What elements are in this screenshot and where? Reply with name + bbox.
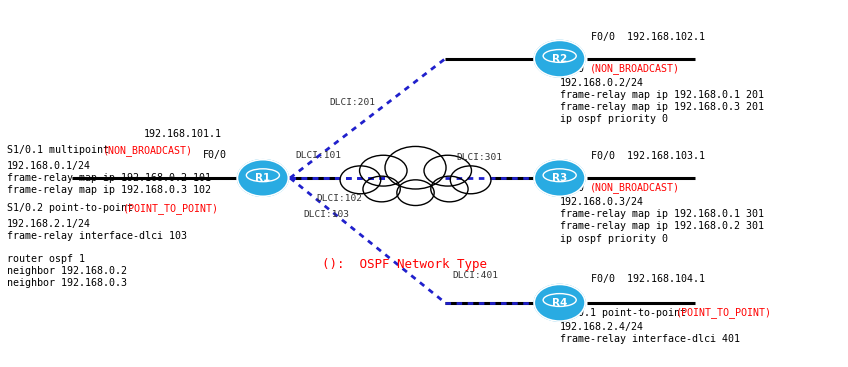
Text: frame-relay map ip 192.168.0.3 102: frame-relay map ip 192.168.0.3 102 <box>7 185 211 195</box>
Text: DLCI:401: DLCI:401 <box>452 271 498 280</box>
Text: ip ospf priority 0: ip ospf priority 0 <box>560 114 667 124</box>
Ellipse shape <box>340 166 381 194</box>
Ellipse shape <box>385 146 446 189</box>
Text: DLCI:102: DLCI:102 <box>316 194 362 203</box>
Text: frame-relay map ip 192.168.0.2 301: frame-relay map ip 192.168.0.2 301 <box>560 221 764 232</box>
Text: DLCI:103: DLCI:103 <box>304 210 349 219</box>
Text: F0/0: F0/0 <box>203 150 226 160</box>
Text: S1/0.1 multipoint: S1/0.1 multipoint <box>7 145 120 156</box>
Text: frame-relay interface-dlci 401: frame-relay interface-dlci 401 <box>560 334 739 344</box>
Text: F0/0  192.168.104.1: F0/0 192.168.104.1 <box>591 274 705 284</box>
Text: 192.168.0.3/24: 192.168.0.3/24 <box>560 197 644 207</box>
Text: frame-relay map ip 192.168.0.1 201: frame-relay map ip 192.168.0.1 201 <box>560 90 764 100</box>
Text: DLCI:201: DLCI:201 <box>329 98 375 107</box>
Ellipse shape <box>363 176 400 202</box>
Ellipse shape <box>424 155 471 186</box>
Text: 192.168.0.2/24: 192.168.0.2/24 <box>560 78 644 88</box>
Text: frame-relay map ip 192.168.0.1 301: frame-relay map ip 192.168.0.1 301 <box>560 209 764 219</box>
Text: frame-relay interface-dlci 103: frame-relay interface-dlci 103 <box>7 231 187 241</box>
Text: 192.168.2.1/24: 192.168.2.1/24 <box>7 219 91 229</box>
Text: ():  OSPF Network Type: (): OSPF Network Type <box>322 258 488 272</box>
Text: (POINT_TO_POINT): (POINT_TO_POINT) <box>676 307 773 318</box>
Text: S1/0: S1/0 <box>560 183 595 193</box>
Text: neighbor 192.168.0.3: neighbor 192.168.0.3 <box>7 278 127 288</box>
Text: frame-relay map ip 192.168.0.2 101: frame-relay map ip 192.168.0.2 101 <box>7 173 211 183</box>
Text: S1/0.1 point-to-point: S1/0.1 point-to-point <box>560 308 698 318</box>
Text: router ospf 1: router ospf 1 <box>7 254 85 264</box>
Text: 192.168.0.1/24: 192.168.0.1/24 <box>7 161 91 171</box>
Text: R3: R3 <box>552 173 567 183</box>
Text: ip ospf priority 0: ip ospf priority 0 <box>560 233 667 244</box>
Ellipse shape <box>534 284 585 321</box>
Ellipse shape <box>237 160 288 196</box>
Text: S1/0.2 point-to-point: S1/0.2 point-to-point <box>7 203 145 214</box>
Ellipse shape <box>534 40 585 77</box>
Text: R2: R2 <box>552 54 567 64</box>
Text: DLCI:101: DLCI:101 <box>295 152 341 160</box>
Text: S1/0: S1/0 <box>560 63 595 74</box>
Text: (NON_BROADCAST): (NON_BROADCAST) <box>103 145 193 156</box>
Text: (NON_BROADCAST): (NON_BROADCAST) <box>590 182 680 193</box>
Text: frame-relay map ip 192.168.0.3 201: frame-relay map ip 192.168.0.3 201 <box>560 102 764 112</box>
Text: DLCI:301: DLCI:301 <box>456 153 502 162</box>
Text: 192.168.101.1: 192.168.101.1 <box>143 129 221 139</box>
Ellipse shape <box>534 160 585 196</box>
Text: neighbor 192.168.0.2: neighbor 192.168.0.2 <box>7 266 127 276</box>
Text: R1: R1 <box>255 173 271 183</box>
Text: 192.168.2.4/24: 192.168.2.4/24 <box>560 322 644 332</box>
Text: R4: R4 <box>552 298 567 308</box>
Ellipse shape <box>450 166 491 194</box>
Text: (NON_BROADCAST): (NON_BROADCAST) <box>590 63 680 74</box>
Ellipse shape <box>360 155 407 186</box>
Ellipse shape <box>431 176 468 202</box>
Text: (POINT_TO_POINT): (POINT_TO_POINT) <box>123 203 220 214</box>
Text: F0/0  192.168.103.1: F0/0 192.168.103.1 <box>591 151 705 161</box>
Text: F0/0  192.168.102.1: F0/0 192.168.102.1 <box>591 32 705 42</box>
Ellipse shape <box>397 180 434 206</box>
